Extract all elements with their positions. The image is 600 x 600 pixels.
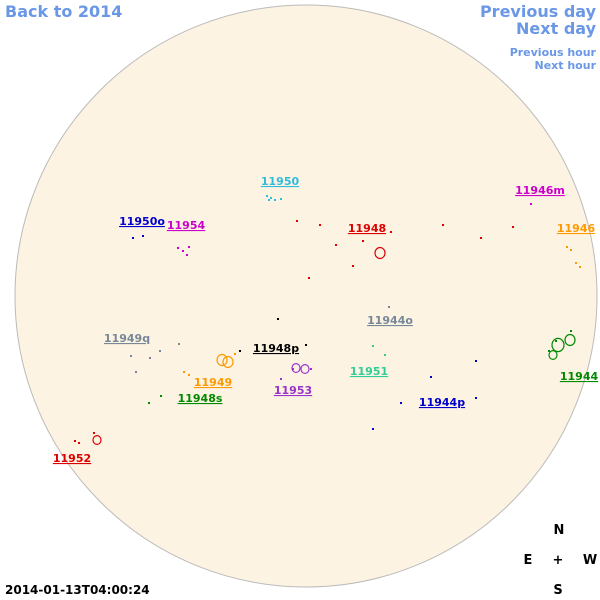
next-hour-link[interactable]: Next hour bbox=[535, 59, 597, 72]
compass-south: S bbox=[553, 583, 562, 598]
sunspot bbox=[177, 247, 179, 249]
sunspot bbox=[93, 432, 95, 434]
sunspot bbox=[234, 353, 236, 355]
region-label: 11954 bbox=[167, 219, 206, 232]
sunspot bbox=[142, 235, 144, 237]
sunspot bbox=[579, 266, 581, 268]
sunspot-group bbox=[551, 337, 565, 353]
sunspot bbox=[555, 340, 557, 342]
sunspot bbox=[178, 343, 180, 345]
sunspot bbox=[384, 354, 386, 356]
sunspot bbox=[430, 376, 432, 378]
sunspot bbox=[188, 374, 190, 376]
sunspot bbox=[135, 371, 137, 373]
sunspot bbox=[277, 318, 279, 320]
sunspot bbox=[159, 350, 161, 352]
sunspot bbox=[575, 262, 577, 264]
sunspot-group bbox=[548, 350, 558, 361]
sunspot bbox=[480, 237, 482, 239]
sunspot bbox=[292, 368, 294, 370]
sunspot bbox=[160, 395, 162, 397]
region-label: 11949q bbox=[104, 332, 150, 345]
sunspot-group bbox=[374, 246, 386, 260]
sunspot bbox=[570, 249, 572, 251]
sunspot bbox=[512, 226, 514, 228]
solar-disk bbox=[14, 4, 598, 588]
sunspot bbox=[182, 250, 184, 252]
sunspot bbox=[566, 246, 568, 248]
sunspot bbox=[132, 237, 134, 239]
sunspot bbox=[310, 368, 312, 370]
region-label: 11944p bbox=[419, 396, 465, 409]
region-label: 11949 bbox=[194, 376, 232, 389]
sunspot bbox=[239, 350, 241, 352]
region-label: 11951 bbox=[350, 365, 388, 378]
sunspot bbox=[296, 220, 298, 222]
sunspot bbox=[570, 330, 572, 332]
sunspot bbox=[186, 254, 188, 256]
region-label: 11953 bbox=[274, 384, 312, 397]
sunspot bbox=[442, 224, 444, 226]
region-label: 11944 bbox=[560, 370, 599, 383]
sunspot bbox=[130, 355, 132, 357]
sunspot bbox=[305, 344, 307, 346]
compass-north: N bbox=[554, 523, 565, 538]
sunspot bbox=[352, 265, 354, 267]
region-label: 11948s bbox=[178, 392, 223, 405]
sunspot bbox=[280, 198, 282, 200]
sunspot bbox=[149, 357, 151, 359]
region-label: 11950 bbox=[261, 175, 300, 188]
sunspot bbox=[372, 345, 374, 347]
next-day-link[interactable]: Next day bbox=[516, 19, 597, 38]
sunspot bbox=[74, 440, 76, 442]
compass-center: + bbox=[553, 553, 564, 568]
sunspot-group bbox=[564, 333, 576, 347]
sunspot bbox=[362, 240, 364, 242]
sunspot bbox=[270, 197, 272, 199]
sunspot bbox=[308, 277, 310, 279]
previous-day-link[interactable]: Previous day bbox=[480, 2, 597, 21]
region-label: 11948p bbox=[253, 342, 299, 355]
timestamp: 2014-01-13T04:00:24 bbox=[5, 583, 150, 597]
region-label: 11944o bbox=[367, 314, 413, 327]
sunspot bbox=[78, 442, 80, 444]
sunspot bbox=[548, 350, 550, 352]
sunspot bbox=[388, 306, 390, 308]
back-link[interactable]: Back to 2014 bbox=[5, 2, 122, 21]
sunspot bbox=[188, 246, 190, 248]
sunspot bbox=[530, 203, 532, 205]
sunspot bbox=[266, 195, 268, 197]
region-label: 11952 bbox=[53, 452, 91, 465]
sunspot bbox=[148, 402, 150, 404]
previous-hour-link[interactable]: Previous hour bbox=[510, 46, 597, 59]
sunspot-group bbox=[222, 355, 234, 369]
compass-west: W bbox=[583, 553, 597, 568]
sunspot bbox=[268, 199, 270, 201]
sunspot-group bbox=[92, 435, 102, 446]
sunspot-group bbox=[216, 353, 228, 367]
sunspot bbox=[280, 378, 282, 380]
region-label: 11948 bbox=[348, 222, 386, 235]
region-label: 11946 bbox=[557, 222, 596, 235]
sunspot bbox=[475, 360, 477, 362]
sunspot bbox=[372, 428, 374, 430]
sunspot bbox=[475, 397, 477, 399]
region-label: 11950o bbox=[119, 215, 165, 228]
sunspot-group bbox=[300, 364, 310, 375]
sunspot bbox=[319, 224, 321, 226]
sunspot bbox=[400, 402, 402, 404]
sunspot bbox=[335, 244, 337, 246]
sunspot bbox=[183, 371, 185, 373]
sunspot bbox=[274, 199, 276, 201]
sunspot bbox=[390, 231, 392, 233]
compass-east: E bbox=[524, 553, 533, 568]
sunspot-group bbox=[291, 363, 301, 374]
region-label: 11946m bbox=[515, 184, 565, 197]
